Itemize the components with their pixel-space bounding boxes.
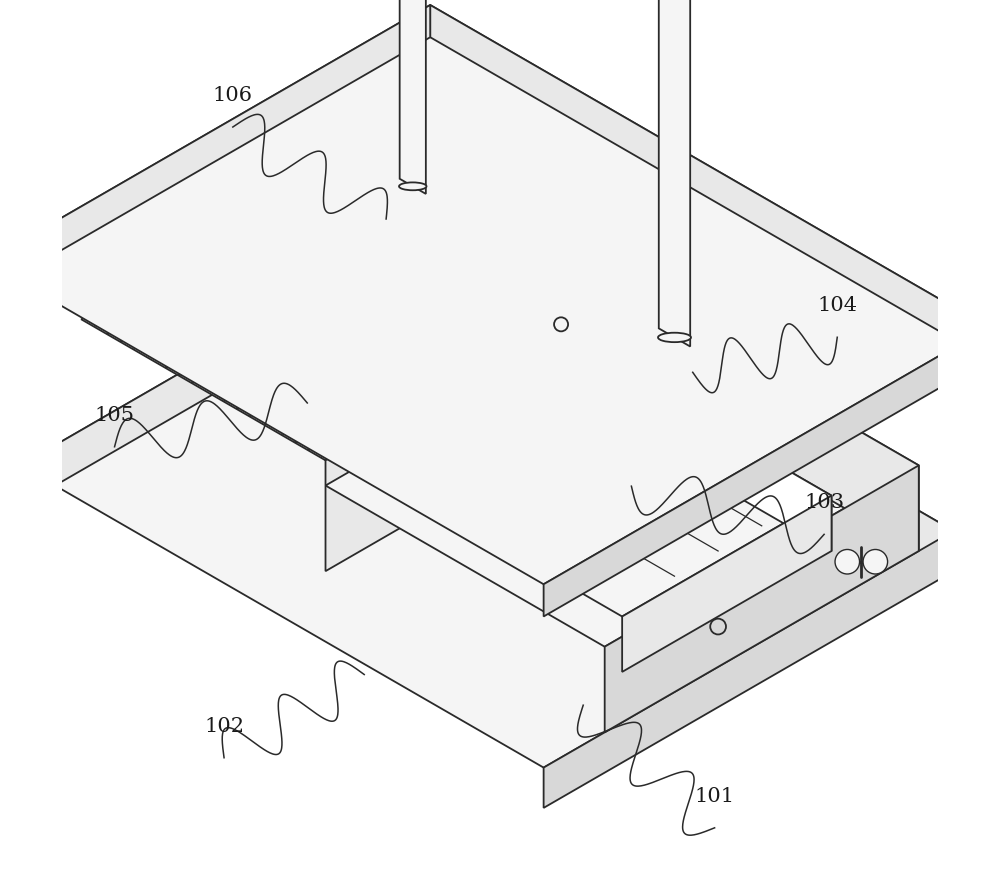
Text: 106: 106	[213, 86, 253, 105]
Polygon shape	[544, 328, 989, 617]
Polygon shape	[326, 304, 919, 646]
Polygon shape	[395, 138, 640, 390]
Text: 103: 103	[804, 493, 844, 512]
Text: 101: 101	[695, 787, 735, 806]
Polygon shape	[0, 5, 430, 294]
Circle shape	[835, 549, 860, 574]
Polygon shape	[622, 496, 832, 672]
Polygon shape	[430, 229, 954, 571]
Polygon shape	[20, 229, 430, 505]
Ellipse shape	[399, 182, 426, 190]
Polygon shape	[400, 0, 426, 194]
Ellipse shape	[658, 333, 691, 343]
Polygon shape	[640, 304, 919, 551]
Circle shape	[863, 549, 888, 574]
Text: 105: 105	[95, 406, 135, 425]
Polygon shape	[326, 279, 640, 571]
Polygon shape	[81, 138, 640, 461]
Text: 104: 104	[817, 296, 857, 315]
Polygon shape	[0, 5, 989, 584]
Polygon shape	[404, 370, 832, 617]
Polygon shape	[613, 370, 832, 551]
Polygon shape	[430, 5, 989, 359]
Polygon shape	[20, 229, 954, 767]
Polygon shape	[605, 465, 919, 732]
Text: 102: 102	[204, 717, 244, 736]
Polygon shape	[544, 531, 954, 808]
Polygon shape	[659, 0, 690, 347]
